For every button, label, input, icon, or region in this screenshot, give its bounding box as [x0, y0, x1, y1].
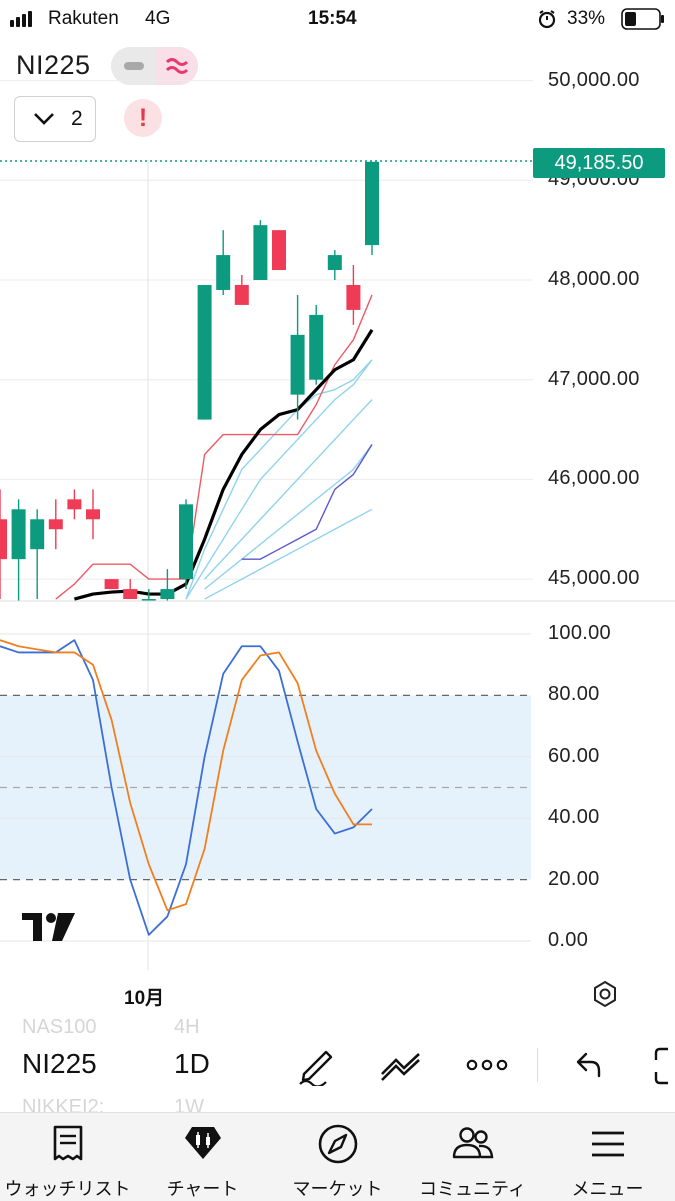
nav-community[interactable]: コミュニティ	[405, 1113, 540, 1201]
candle-body	[253, 225, 268, 280]
candle-body	[104, 579, 119, 590]
chart-icon	[185, 1127, 221, 1159]
ribbon-light-1	[185, 359, 373, 600]
oscillator-pane	[0, 633, 531, 942]
more-icon[interactable]	[465, 1055, 509, 1075]
signal-icon	[10, 9, 34, 27]
ribbon-red-upper	[55, 294, 373, 600]
stoch-k-line	[0, 639, 373, 936]
exclamation-icon: !	[138, 104, 148, 132]
approx-icon	[165, 58, 189, 74]
oscillator-axis-label: 20.00	[548, 867, 600, 890]
tradingview-logo	[22, 913, 75, 941]
bottom-nav: ウォッチリスト チャート マーケット コミュニティ	[0, 1112, 675, 1201]
carrier-name: Rakuten	[48, 8, 119, 29]
current-price-tag: 49,185.50	[533, 148, 665, 178]
candle-body	[67, 499, 82, 510]
indicator-count: 2	[71, 107, 83, 130]
nav-community-label: コミュニティ	[419, 1179, 526, 1199]
oscillator-axis-label: 0.00	[548, 929, 589, 951]
drawing-tools-icon[interactable]	[379, 1046, 423, 1084]
candle-body	[48, 519, 63, 530]
symbol-option-prev[interactable]: NAS100	[22, 1016, 97, 1038]
drawing-pen-icon[interactable]	[296, 1044, 338, 1086]
price-axis-label: 45,000.00	[548, 567, 640, 590]
price-axis-label: 48,000.00	[548, 268, 640, 290]
oscillator-axis-label: 60.00	[548, 744, 600, 767]
candle-body	[309, 314, 324, 380]
oscillator-axis-label: 40.00	[548, 806, 600, 829]
alert-button[interactable]: !	[124, 99, 162, 137]
time-axis-label: 10月	[124, 988, 165, 1009]
price-axis-label: 47,000.00	[548, 367, 640, 390]
alarm-icon	[538, 10, 556, 29]
delayed-segment[interactable]	[156, 47, 198, 85]
interval-option-prev[interactable]: 4H	[174, 1016, 200, 1038]
symbol-title[interactable]: NI225	[16, 50, 91, 80]
price-axis-label: 50,000.00	[548, 68, 640, 91]
candle-body	[234, 284, 249, 305]
minus-segment[interactable]	[111, 47, 156, 85]
oscillator-axis-label: 80.00	[548, 683, 600, 706]
chevron-down-icon	[34, 113, 54, 125]
nav-watchlist[interactable]: ウォッチリスト	[0, 1113, 135, 1201]
candle-body	[197, 284, 212, 420]
indicators-dropdown[interactable]: 2	[14, 96, 96, 142]
candlesticks	[0, 161, 379, 601]
nav-chart-label: チャート	[166, 1179, 239, 1199]
minus-icon	[124, 62, 144, 70]
candle-body	[346, 284, 361, 310]
candle-body	[141, 599, 156, 601]
toolbar-divider	[537, 1048, 538, 1082]
candle-body	[30, 519, 45, 550]
hamburger-icon	[592, 1131, 624, 1157]
battery-icon	[621, 8, 664, 30]
nav-chart[interactable]: チャート	[135, 1113, 270, 1201]
watchlist-icon	[53, 1125, 83, 1161]
undo-icon[interactable]	[573, 1050, 603, 1080]
ribbon-light-5	[204, 508, 373, 600]
ribbon-light-2	[185, 359, 373, 600]
candle-body	[0, 519, 7, 560]
ribbon-light-3	[204, 399, 373, 580]
network-type: 4G	[145, 8, 171, 29]
oscillator-axis-label: 100.00	[548, 622, 611, 644]
market-status-pill[interactable]	[111, 47, 198, 85]
symbol-selector[interactable]: NI225	[22, 1048, 97, 1079]
nav-market-label: マーケット	[292, 1179, 383, 1199]
candle-body	[160, 589, 175, 600]
chart-canvas[interactable]	[0, 40, 675, 1000]
nav-market[interactable]: マーケット	[270, 1113, 405, 1201]
candle-body	[327, 255, 342, 271]
candle-body	[179, 504, 193, 580]
status-bar: Rakuten 4G 15:54 33%	[0, 0, 675, 40]
settings-icon[interactable]	[591, 980, 619, 1008]
interval-selector[interactable]: 1D	[174, 1048, 210, 1079]
compass-icon	[318, 1124, 358, 1164]
clock: 15:54	[308, 8, 357, 29]
stoch-d-line	[0, 639, 372, 912]
ribbon-lines	[55, 294, 374, 601]
candle-body	[123, 589, 138, 600]
ribbon-light-4	[204, 444, 373, 590]
candle-body	[86, 509, 100, 520]
candle-body	[365, 161, 379, 246]
nav-menu[interactable]: メニュー	[540, 1113, 675, 1201]
candle-body	[290, 334, 305, 395]
fullscreen-icon[interactable]	[654, 1046, 675, 1086]
candle-body	[216, 255, 231, 290]
battery-percent: 33%	[567, 8, 606, 29]
candle-body	[11, 509, 26, 560]
nav-menu-label: メニュー	[571, 1179, 644, 1199]
ribbon-blue-mid	[241, 444, 373, 560]
community-icon	[452, 1127, 494, 1159]
nav-watchlist-label: ウォッチリスト	[4, 1179, 131, 1199]
price-axis-label: 46,000.00	[548, 467, 640, 490]
candle-body	[272, 230, 286, 271]
